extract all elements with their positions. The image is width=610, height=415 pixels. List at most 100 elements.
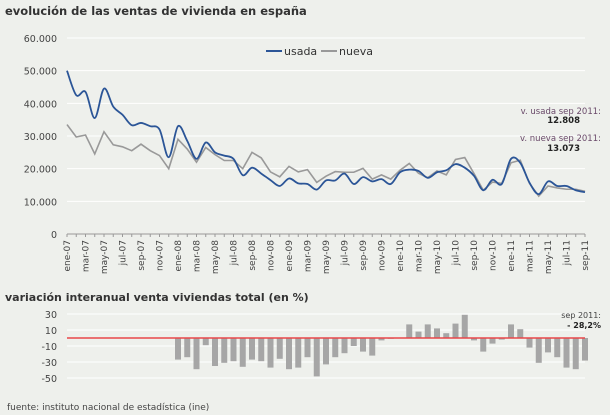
bottom-bars bbox=[175, 314, 588, 377]
bar bbox=[498, 338, 505, 340]
x-tick-label: mar-11 bbox=[526, 240, 536, 272]
annotation-variation-value: - 28,2% bbox=[567, 321, 601, 330]
x-tick-label: sep-08 bbox=[248, 240, 258, 271]
annotation-nueva-value: 13.073 bbox=[547, 144, 580, 154]
bar bbox=[323, 338, 329, 365]
bar bbox=[572, 338, 579, 370]
bar bbox=[258, 338, 265, 362]
bar bbox=[443, 333, 450, 338]
annotation-variation-label: sep 2011: bbox=[561, 311, 601, 320]
bar bbox=[249, 338, 255, 360]
bar bbox=[461, 314, 468, 338]
bar bbox=[212, 338, 218, 366]
bar bbox=[286, 338, 292, 370]
x-tick-label: nov-07 bbox=[156, 240, 166, 271]
bar bbox=[378, 338, 385, 341]
bar bbox=[360, 338, 366, 352]
x-tick-label: ene-11 bbox=[507, 240, 517, 271]
bar bbox=[276, 338, 283, 359]
x-tick-label: nov-09 bbox=[378, 240, 388, 271]
series-line-nueva bbox=[66, 124, 586, 198]
y-tick-label: 0 bbox=[51, 230, 57, 241]
bar bbox=[480, 338, 487, 352]
bar bbox=[406, 324, 413, 338]
x-tick-label: jul-07 bbox=[119, 240, 129, 266]
bar bbox=[202, 338, 209, 346]
bar bbox=[341, 338, 348, 354]
series-line-usada bbox=[66, 70, 586, 196]
top-grid bbox=[67, 37, 585, 202]
y-tick-label: 20.000 bbox=[24, 165, 57, 176]
bar bbox=[267, 338, 274, 368]
bar bbox=[526, 338, 533, 348]
x-tick-label: ene-10 bbox=[396, 240, 406, 272]
bar bbox=[369, 338, 376, 356]
y-tick-label: 10 bbox=[45, 326, 57, 337]
bar bbox=[424, 324, 431, 338]
bar bbox=[239, 338, 246, 367]
bar bbox=[332, 338, 339, 358]
bottom-grid: 30 10 -10 -30 -50 bbox=[41, 310, 585, 385]
y-tick-label: 50.000 bbox=[24, 67, 57, 78]
legend-label-nueva: nueva bbox=[339, 45, 373, 58]
bar bbox=[193, 338, 200, 370]
x-tick-label: may-07 bbox=[100, 240, 110, 274]
bar bbox=[489, 338, 496, 344]
y-tick-label: 60.000 bbox=[24, 34, 57, 45]
bar bbox=[434, 328, 440, 338]
x-tick-label: mar-10 bbox=[415, 240, 425, 272]
top-x-ticks: ene-07 mar-07 may-07 jul-07 sep-07 nov-07 ene-… bbox=[63, 233, 591, 274]
x-tick-label: jul-10 bbox=[452, 240, 462, 267]
x-tick-label: mar-07 bbox=[82, 240, 92, 272]
y-tick-label: 30.000 bbox=[24, 132, 57, 143]
bar bbox=[452, 323, 459, 338]
x-tick-label: may-10 bbox=[433, 240, 443, 274]
bar bbox=[508, 324, 514, 338]
bar bbox=[545, 338, 551, 353]
y-tick-label: 40.000 bbox=[24, 99, 57, 110]
x-tick-label: nov-10 bbox=[489, 240, 499, 271]
annotation-usada-value: 12.808 bbox=[547, 116, 580, 126]
bar bbox=[304, 338, 311, 358]
bar bbox=[175, 338, 181, 360]
bar bbox=[295, 338, 302, 368]
legend: usada nueva bbox=[266, 45, 373, 58]
bottom-annotation: sep 2011: - 28,2% bbox=[561, 311, 601, 330]
bar bbox=[415, 331, 422, 338]
y-tick-label: 10.000 bbox=[24, 197, 57, 208]
source-footer: fuente: instituto nacional de estadístic… bbox=[7, 403, 209, 413]
bar bbox=[517, 329, 524, 338]
x-tick-label: ene-08 bbox=[174, 240, 184, 272]
top-lines bbox=[66, 70, 586, 198]
y-tick-label: 30 bbox=[45, 310, 57, 321]
top-y-ticks: 0 10.000 20.000 30.000 40.000 50.000 60.000 bbox=[24, 34, 57, 241]
top-annotations: v. usada sep 2011: 12.808 v. nueva sep 2… bbox=[520, 107, 601, 154]
bottom-chart-title: variación interanual venta viviendas tot… bbox=[5, 291, 309, 304]
x-tick-label: sep-10 bbox=[470, 240, 480, 271]
bar bbox=[350, 338, 357, 346]
top-chart-title: evolución de las ventas de vivienda en e… bbox=[5, 4, 307, 18]
annotation-usada-label: v. usada sep 2011: bbox=[521, 107, 601, 117]
bar bbox=[230, 338, 237, 362]
legend-label-usada: usada bbox=[284, 45, 317, 58]
x-tick-label: mar-09 bbox=[304, 240, 314, 272]
bar bbox=[554, 338, 561, 358]
x-tick-label: mar-08 bbox=[193, 240, 203, 272]
bar bbox=[563, 338, 570, 368]
x-tick-label: ene-07 bbox=[63, 240, 73, 271]
x-tick-label: nov-08 bbox=[267, 240, 277, 271]
x-tick-label: ene-09 bbox=[285, 240, 295, 272]
x-tick-label: jul-08 bbox=[230, 240, 240, 267]
bar bbox=[184, 338, 191, 358]
x-tick-label: may-09 bbox=[322, 240, 332, 274]
x-tick-label: sep-07 bbox=[137, 240, 147, 271]
x-tick-label: sep-09 bbox=[359, 240, 369, 271]
bar bbox=[313, 338, 320, 377]
bar bbox=[535, 338, 542, 363]
y-tick-label: -50 bbox=[41, 374, 57, 385]
bar bbox=[221, 338, 228, 363]
x-tick-label: jul-11 bbox=[563, 240, 573, 266]
x-tick-label: sep-11 bbox=[581, 240, 591, 271]
